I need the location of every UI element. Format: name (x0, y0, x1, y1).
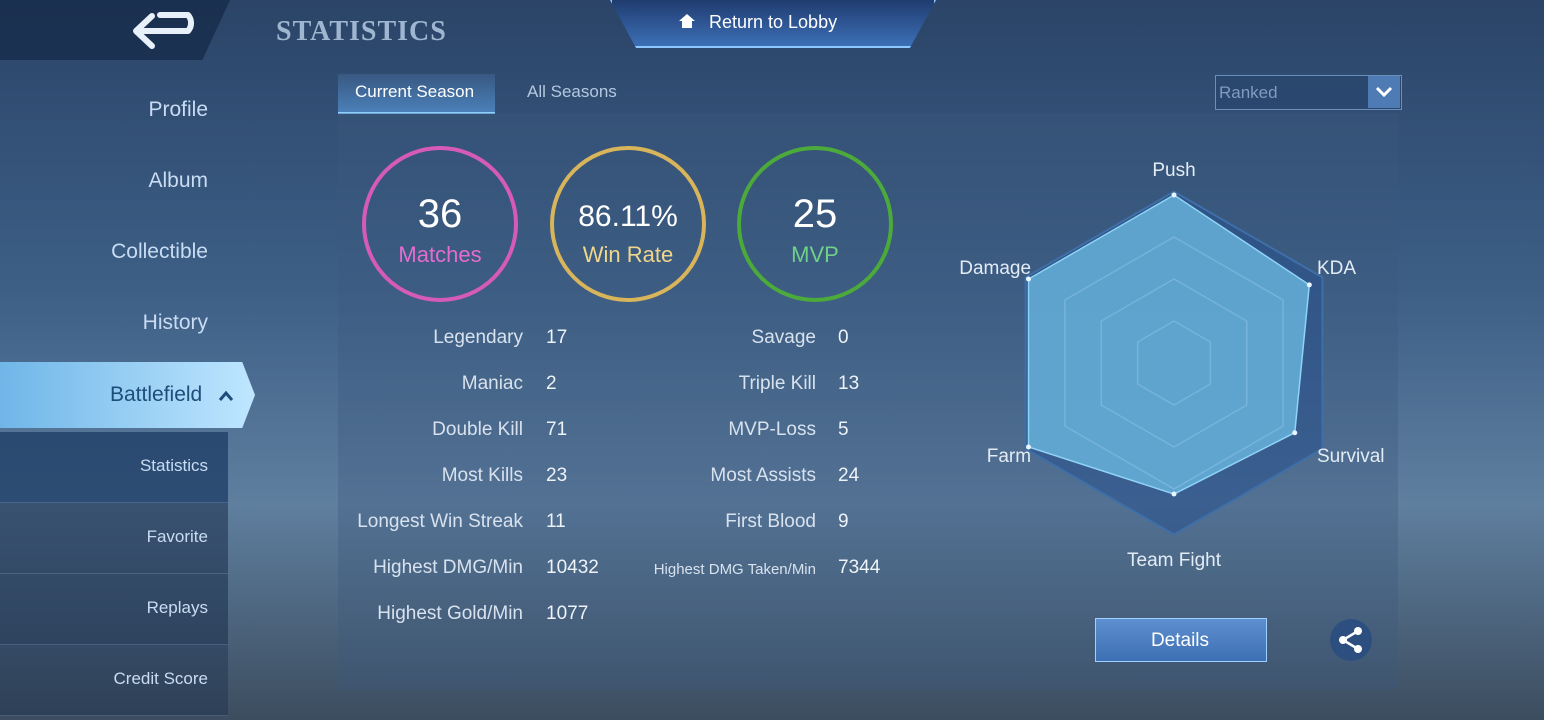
lobby-label: Return to Lobby (709, 12, 838, 32)
back-button[interactable] (130, 10, 210, 52)
radar-ring (1136, 320, 1212, 406)
radar-point (1171, 491, 1177, 497)
summary-label: Win Rate (582, 242, 674, 267)
radar-axis-label: Survival (1317, 446, 1385, 467)
stat-label: Savage (751, 327, 816, 348)
radar-ring (1064, 236, 1284, 490)
submenu-item[interactable]: Credit Score (0, 645, 228, 716)
submenu-label: Statistics (139, 456, 208, 475)
stat-value: 1077 (546, 603, 589, 624)
summary-value: 86.11% (578, 200, 678, 233)
dropdown-arrow (1375, 86, 1393, 98)
submenu-label: Credit Score (113, 669, 208, 688)
stat-value: 0 (838, 327, 849, 348)
radar-axis-label: KDA (1317, 258, 1356, 279)
stat-label: Most Assists (710, 465, 816, 486)
dropdown-arrow-bg (1368, 76, 1400, 108)
menu-item-active-bg (0, 362, 255, 428)
submenu-label: Replays (146, 598, 208, 617)
stat-value: 5 (838, 419, 849, 440)
tab-label: Current Season (355, 82, 475, 101)
lobby-button[interactable] (610, 0, 936, 48)
radar-point (1306, 282, 1312, 288)
stat-value: 17 (546, 327, 568, 348)
summary-value: 25 (792, 192, 838, 236)
radar-point (1026, 276, 1032, 282)
matches-circle: 36 Matches (362, 146, 518, 302)
radar-ring (1100, 278, 1248, 448)
stat-label: Most Kills (441, 465, 523, 486)
mvp-circle: 25 MVP (737, 146, 893, 302)
share-button[interactable] (1329, 618, 1373, 662)
stat-label: Longest Win Streak (357, 511, 523, 532)
summary-label: MVP (791, 242, 839, 267)
stat-value: 2 (546, 373, 557, 394)
details-button[interactable] (1095, 618, 1267, 662)
stat-label: MVP-Loss (728, 419, 816, 440)
menu-item[interactable]: Collectible (111, 240, 208, 263)
radar-axis-label: Damage (959, 258, 1031, 279)
page-title: STATISTICS (276, 16, 447, 47)
collapse-icon (218, 390, 234, 401)
stat-value: 71 (546, 419, 568, 440)
radar-point (1026, 444, 1032, 450)
submenu-item-active[interactable]: Statistics (0, 432, 228, 503)
tab-label[interactable]: All Seasons (527, 82, 617, 101)
stat-label: First Blood (725, 511, 816, 532)
radar-axis-label: Farm (987, 446, 1031, 467)
submenu-item[interactable]: Replays (0, 574, 228, 645)
stat-value: 13 (838, 373, 860, 394)
stat-label: Highest DMG Taken/Min (653, 561, 816, 578)
submenu-label: Favorite (146, 527, 208, 546)
winrate-circle: 86.11% Win Rate (550, 146, 706, 302)
stat-value: 9 (838, 511, 849, 532)
stat-label: Double Kill (432, 419, 523, 440)
submenu-item[interactable]: Favorite (0, 503, 228, 574)
details-label: Details (1150, 630, 1210, 651)
menu-item[interactable]: History (142, 311, 208, 334)
summary-label: Matches (398, 242, 482, 267)
mode-label: Ranked (1219, 83, 1278, 102)
stat-value: 7344 (838, 557, 881, 578)
tab-active[interactable] (338, 74, 495, 114)
stat-label: Triple Kill (738, 373, 816, 394)
summary-value: 36 (417, 192, 463, 236)
radar-axis-label: Push (1152, 160, 1195, 181)
stat-value: 11 (546, 511, 566, 532)
stat-label: Legendary (433, 327, 523, 348)
stat-label: Highest DMG/Min (373, 557, 523, 578)
stat-value: 10432 (546, 557, 599, 578)
stat-label: Highest Gold/Min (377, 603, 523, 624)
stat-value: 24 (838, 465, 860, 486)
stat-label: Maniac (461, 373, 523, 394)
menu-item[interactable]: Profile (148, 98, 208, 121)
home-icon (679, 14, 695, 28)
menu-item-active[interactable]: Battlefield (110, 383, 203, 406)
stat-value: 23 (546, 465, 568, 486)
radar-point (1292, 430, 1298, 436)
radar-point (1171, 192, 1177, 198)
sidebar: Profile Album Collectible History Battle… (0, 0, 255, 720)
radar-axis-label: Team Fight (1127, 550, 1222, 571)
radar-chart: Push KDA Survival Team Fight Farm Damage (959, 160, 1385, 571)
menu-item[interactable]: Album (148, 169, 208, 192)
